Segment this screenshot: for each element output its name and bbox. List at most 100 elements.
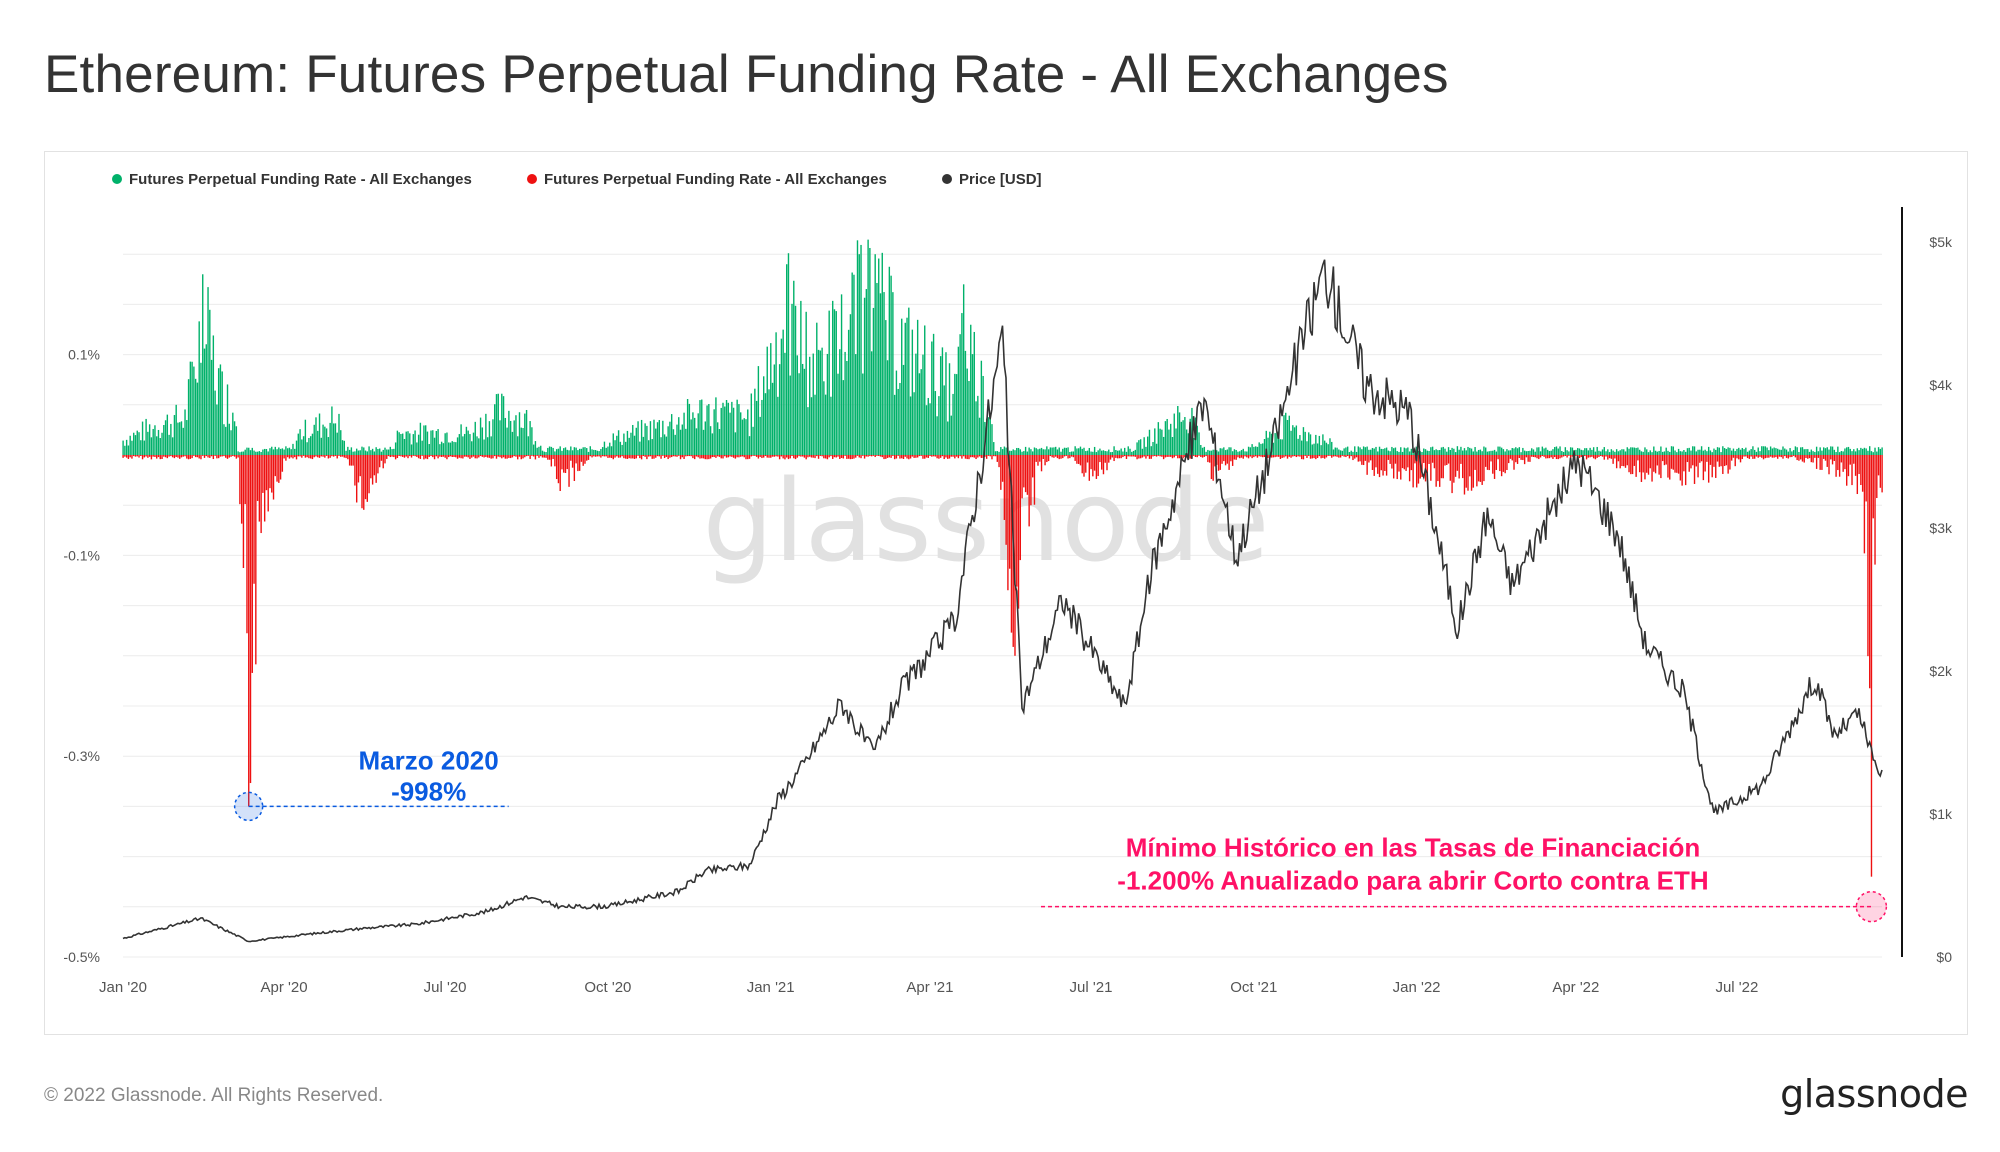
funding-bar-positive [1054, 446, 1057, 455]
funding-bar-negative [531, 455, 533, 456]
funding-bar-negative [313, 455, 315, 458]
funding-bar-positive [568, 450, 570, 455]
funding-bar-positive [428, 444, 430, 455]
funding-bar-negative [1807, 455, 1809, 459]
funding-bar-positive [256, 451, 259, 455]
funding-bar-positive [1170, 423, 1172, 455]
funding-bar-negative [1290, 455, 1292, 458]
funding-bar-negative [660, 455, 662, 459]
funding-bar-positive [1594, 451, 1597, 455]
funding-bar-positive [649, 421, 652, 455]
funding-bar-positive [440, 441, 443, 455]
funding-bar-negative [892, 455, 894, 456]
glassnode-logo[interactable]: glassnode [1780, 1072, 1968, 1116]
funding-bar-negative [1421, 455, 1423, 477]
funding-bar-positive [1759, 451, 1761, 455]
funding-bar-negative [1447, 455, 1450, 464]
funding-bar-positive [1394, 447, 1397, 455]
funding-bar-positive [681, 424, 683, 455]
funding-bar-negative [750, 455, 753, 457]
funding-bar-positive [205, 344, 207, 455]
funding-bar-negative [628, 455, 630, 459]
funding-bar-positive [745, 419, 747, 455]
funding-bar-negative [1637, 455, 1639, 461]
funding-bar-negative [1327, 455, 1329, 456]
funding-bar-positive [274, 446, 276, 455]
funding-bar-negative [1534, 455, 1536, 458]
funding-bar-negative [198, 455, 200, 459]
legend-item[interactable]: Futures Perpetual Funding Rate - All Exc… [112, 171, 472, 188]
funding-bar-negative [1168, 455, 1170, 457]
funding-bar-negative [1182, 455, 1184, 459]
funding-bar-positive [363, 447, 365, 455]
funding-bar-positive [502, 396, 505, 455]
funding-bar-positive [1339, 450, 1342, 455]
funding-bar-positive [672, 429, 675, 455]
funding-bar-positive [573, 447, 576, 455]
funding-bar-positive [690, 419, 692, 455]
funding-bar-positive [1235, 450, 1237, 455]
funding-bar-positive [306, 442, 308, 455]
funding-bar-positive [302, 436, 305, 455]
funding-bar-positive [1541, 446, 1544, 455]
funding-bar-positive [1610, 449, 1613, 455]
funding-bar-positive [1799, 447, 1802, 455]
funding-bar-positive [409, 433, 411, 455]
funding-bar-negative [994, 455, 997, 457]
funding-bar-positive [1506, 449, 1508, 455]
funding-bar-negative [334, 455, 337, 456]
funding-bar-negative [1316, 455, 1319, 459]
funding-bar-negative [1869, 455, 1871, 689]
funding-bar-negative [685, 455, 687, 457]
funding-bar-negative [428, 455, 430, 457]
funding-bar-positive [892, 292, 894, 455]
funding-bar-negative [271, 455, 273, 493]
funding-bar-positive [1293, 427, 1296, 455]
funding-bar-positive [593, 449, 595, 455]
funding-bar-negative [879, 455, 882, 457]
funding-bar-positive [1021, 451, 1023, 455]
march-2020-title: Marzo 2020 [359, 745, 499, 775]
funding-bar-negative [352, 455, 354, 466]
funding-bar-positive [1219, 448, 1221, 455]
funding-bar-positive [1354, 446, 1356, 455]
funding-bar-positive [499, 420, 501, 455]
funding-bar-negative [442, 455, 445, 457]
funding-bar-negative [1520, 455, 1522, 460]
funding-bar-negative [1486, 455, 1489, 470]
funding-bar-negative [1221, 455, 1223, 464]
funding-bar-positive [1612, 450, 1614, 455]
funding-bar-negative [1477, 455, 1480, 482]
funding-bar-negative [1826, 455, 1828, 467]
funding-bar-positive [943, 385, 945, 455]
funding-bar-negative [1297, 455, 1299, 457]
funding-bar-negative [883, 455, 885, 460]
funding-bar-negative [722, 455, 724, 459]
funding-bar-positive [1178, 412, 1181, 455]
funding-bar-positive [1559, 446, 1561, 455]
funding-bar-negative [1173, 455, 1175, 458]
funding-bar-negative [1640, 455, 1643, 482]
funding-bar-negative [1076, 455, 1078, 464]
funding-bar-positive [582, 447, 584, 455]
funding-bar-positive [966, 368, 968, 455]
funding-bar-negative [1088, 455, 1091, 481]
funding-bar-positive [1134, 449, 1137, 455]
funding-bar-negative [837, 455, 839, 457]
funding-bar-positive [1469, 447, 1471, 455]
funding-bar-positive [1210, 450, 1213, 455]
funding-bar-negative [1704, 455, 1706, 472]
funding-bar-negative [847, 455, 850, 459]
funding-bar-positive [1720, 452, 1722, 455]
legend-item[interactable]: Price [USD] [942, 171, 1042, 188]
funding-bar-positive [361, 446, 363, 455]
funding-bar-negative [1823, 455, 1825, 459]
funding-bar-negative [1828, 455, 1830, 475]
funding-bar-positive [394, 442, 397, 455]
funding-bar-positive [1569, 447, 1572, 455]
funding-bar-negative [311, 455, 314, 460]
funding-bar-negative [541, 455, 544, 458]
legend-item[interactable]: Futures Perpetual Funding Rate - All Exc… [527, 171, 887, 188]
funding-bar-positive [1695, 451, 1697, 455]
legend[interactable]: Futures Perpetual Funding Rate - All Exc… [112, 171, 1042, 188]
